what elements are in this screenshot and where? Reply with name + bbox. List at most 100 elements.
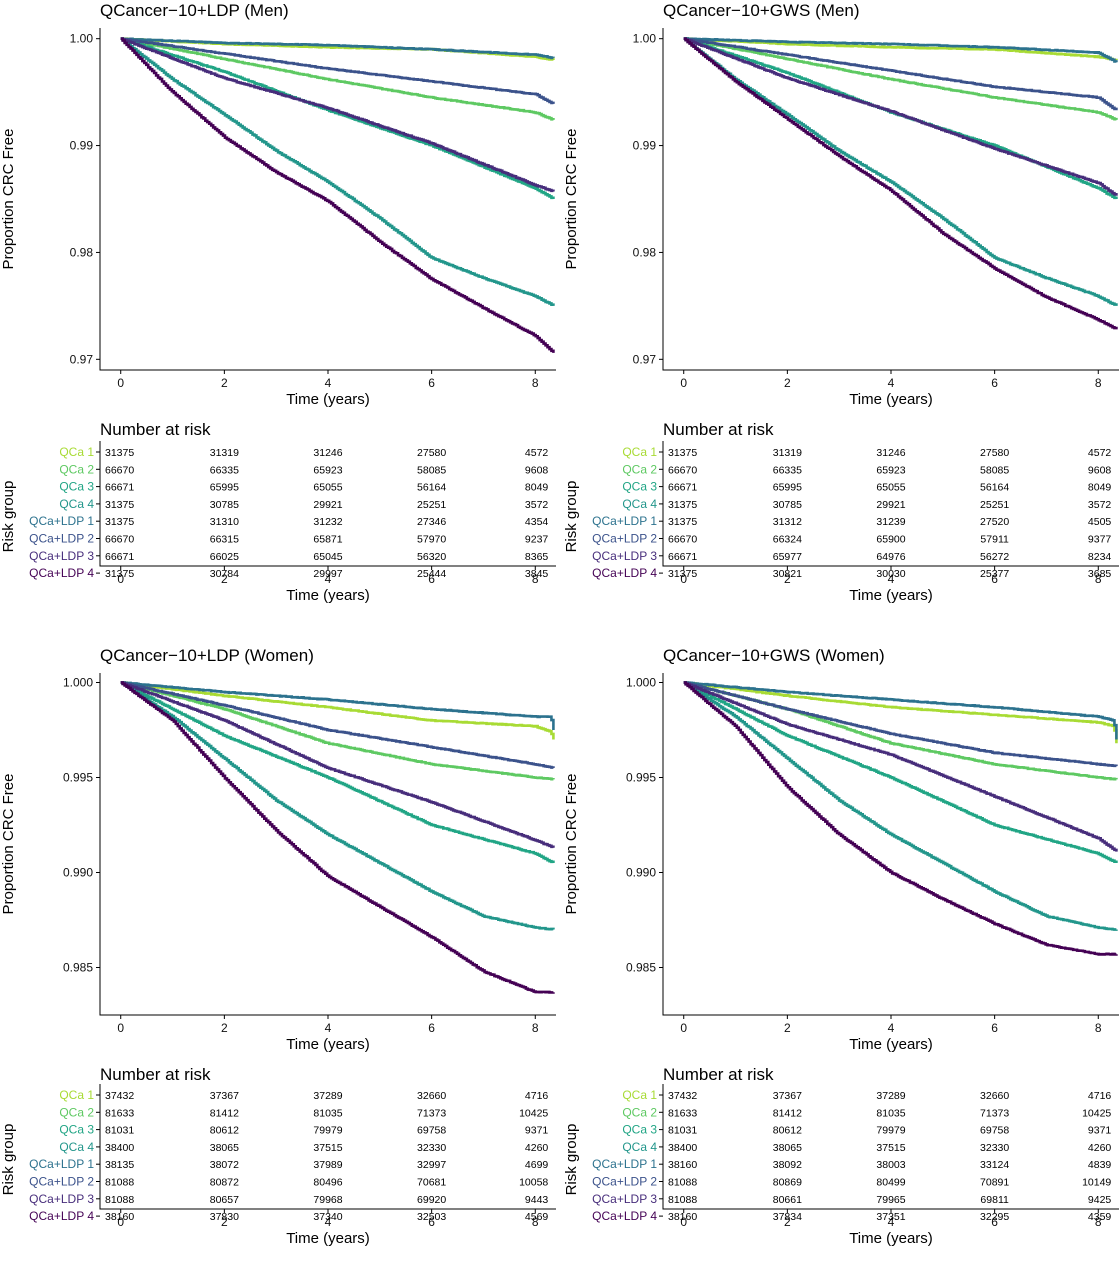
risk-count-cell: 9377 (1088, 534, 1112, 546)
y-axis-label: Proportion CRC Free (0, 774, 17, 915)
risk-count-cell: 37432 (105, 1090, 134, 1102)
table-x-tick-label: 2 (221, 1215, 228, 1229)
risk-group-label: QCa+LDP 4 (592, 1209, 657, 1223)
risk-count-cell: 37515 (876, 1142, 905, 1154)
risk-count-cell: 65995 (210, 482, 239, 494)
risk-count-cell: 65977 (773, 551, 802, 563)
series-line-qca-3 (120, 37, 555, 200)
risk-count-cell: 65055 (876, 482, 905, 494)
table-x-tick-label: 8 (532, 572, 539, 586)
risk-count-cell: 9443 (525, 1194, 549, 1206)
risk-count-cell: 3572 (1088, 499, 1112, 511)
risk-count-cell: 80499 (876, 1177, 905, 1189)
km-panel-1: QCancer−10+LDP (Men) 0.97 0.98 0.99 1.00 0 2 4 6… (0, 1, 556, 408)
risk-count-cell: 79965 (876, 1194, 905, 1206)
risk-count-cell: 38065 (773, 1142, 802, 1154)
risk-count-cell: 32330 (980, 1142, 1009, 1154)
risk-count-cell: 38160 (668, 1159, 697, 1171)
risk-group-label: QCa 1 (622, 445, 657, 459)
series-line-qca-ldp-3 (120, 681, 555, 849)
series-line-qca-2 (120, 681, 555, 781)
risk-count-cell: 4569 (525, 1211, 549, 1223)
risk-count-cell: 25377 (980, 568, 1009, 580)
risk-count-cell: 31375 (105, 499, 134, 511)
risk-count-cell: 64976 (876, 551, 905, 563)
table-x-tick-label: 2 (784, 572, 791, 586)
risk-count-cell: 31375 (668, 516, 697, 528)
series-line-qca-ldp-1 (683, 37, 1118, 63)
risk-count-cell: 70681 (417, 1177, 446, 1189)
risk-count-cell: 65995 (773, 482, 802, 494)
risk-count-cell: 69758 (417, 1125, 446, 1137)
risk-count-cell: 38160 (105, 1211, 134, 1223)
series-line-qca-ldp-3 (683, 681, 1118, 852)
risk-table-title: Number at risk (663, 420, 774, 439)
risk-count-cell: 69811 (980, 1194, 1009, 1206)
x-tick-label: 4 (325, 1021, 332, 1035)
risk-count-cell: 37367 (210, 1090, 239, 1102)
risk-group-label: QCa 2 (622, 462, 657, 476)
risk-group-axis-label: Risk group (563, 1124, 580, 1196)
risk-count-cell: 25444 (417, 568, 446, 580)
risk-count-cell: 37834 (773, 1211, 802, 1223)
risk-group-label: QCa 1 (59, 1088, 94, 1102)
y-tick-label: 1.00 (70, 32, 94, 46)
risk-count-cell: 10058 (519, 1177, 548, 1189)
risk-table-title: Number at risk (663, 1065, 774, 1084)
table-x-tick-label: 6 (991, 572, 998, 586)
risk-count-cell: 4716 (1088, 1090, 1112, 1102)
km-panel-4: QCancer−10+GWS (Women) 0.985 0.990 0.995 1.0… (563, 646, 1119, 1053)
x-axis-label: Time (years) (849, 1036, 933, 1053)
risk-count-cell: 32660 (980, 1090, 1009, 1102)
risk-count-cell: 37289 (313, 1090, 342, 1102)
risk-group-label: QCa 4 (622, 497, 657, 511)
risk-count-cell: 31375 (105, 447, 134, 459)
risk-count-cell: 57970 (417, 534, 446, 546)
risk-count-cell: 81412 (210, 1107, 239, 1119)
risk-count-cell: 57911 (980, 534, 1009, 546)
panel-title: QCancer−10+LDP (Women) (100, 646, 314, 665)
risk-count-cell: 81035 (313, 1107, 342, 1119)
risk-count-cell: 66671 (105, 482, 134, 494)
series-line-qca-ldp-2 (683, 37, 1118, 111)
x-tick-label: 0 (680, 1021, 687, 1035)
risk-count-cell: 31232 (313, 516, 342, 528)
risk-count-cell: 38160 (668, 1211, 697, 1223)
table-x-tick-label: 2 (784, 1215, 791, 1229)
risk-count-cell: 66335 (773, 464, 802, 476)
risk-count-cell: 25251 (417, 499, 446, 511)
risk-count-cell: 66670 (668, 464, 697, 476)
risk-count-cell: 3572 (525, 499, 549, 511)
series-line-qca-ldp-2 (120, 37, 555, 105)
risk-count-cell: 8049 (1088, 482, 1112, 494)
risk-group-axis-label: Risk group (0, 481, 17, 553)
risk-count-cell: 56320 (417, 551, 446, 563)
x-axis-label: Time (years) (286, 1036, 370, 1053)
series-line-qca-4 (120, 681, 555, 931)
risk-count-cell: 32503 (417, 1211, 446, 1223)
risk-group-label: QCa 2 (622, 1105, 657, 1119)
risk-count-cell: 56164 (980, 482, 1009, 494)
y-tick-label: 0.99 (633, 139, 657, 153)
risk-count-cell: 66670 (668, 534, 697, 546)
risk-group-label: QCa+LDP 2 (592, 1175, 657, 1189)
risk-count-cell: 38400 (668, 1142, 697, 1154)
risk-group-label: QCa 4 (622, 1140, 657, 1154)
y-axis-label: Proportion CRC Free (0, 129, 17, 270)
risk-count-cell: 31375 (105, 516, 134, 528)
risk-count-cell: 65900 (876, 534, 905, 546)
x-tick-label: 2 (221, 1021, 228, 1035)
risk-count-cell: 10425 (1082, 1107, 1111, 1119)
x-tick-label: 8 (532, 376, 539, 390)
x-tick-label: 6 (428, 376, 435, 390)
series-line-qca-ldp-2 (683, 681, 1118, 768)
x-tick-label: 0 (680, 376, 687, 390)
risk-count-cell: 32997 (417, 1159, 446, 1171)
risk-count-cell: 37351 (876, 1211, 905, 1223)
risk-count-cell: 27520 (980, 516, 1009, 528)
risk-count-cell: 8234 (1088, 551, 1112, 563)
risk-count-cell: 3845 (525, 568, 549, 580)
risk-count-cell: 65055 (313, 482, 342, 494)
panel-title: QCancer−10+GWS (Men) (663, 1, 860, 20)
risk-count-cell: 31319 (773, 447, 802, 459)
